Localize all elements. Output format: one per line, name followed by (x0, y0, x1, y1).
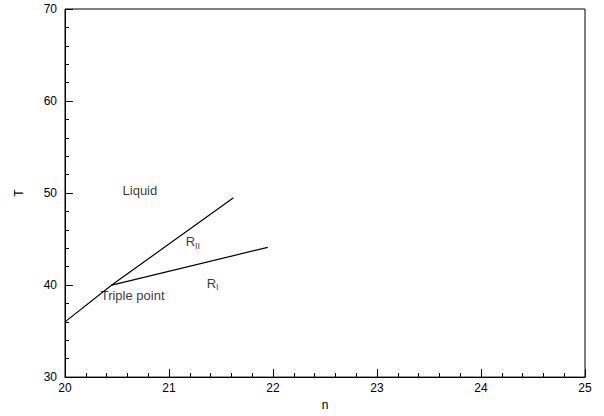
svg-text:60: 60 (44, 94, 58, 108)
svg-text:24: 24 (474, 381, 488, 395)
svg-text:R: R (207, 276, 216, 291)
svg-text:Liquid: Liquid (123, 183, 158, 198)
svg-text:Triple point: Triple point (101, 288, 165, 303)
svg-text:I: I (216, 282, 219, 292)
svg-text:70: 70 (44, 2, 58, 16)
svg-text:n: n (322, 398, 329, 412)
svg-text:25: 25 (578, 381, 592, 395)
svg-text:23: 23 (370, 381, 384, 395)
svg-text:R: R (186, 234, 195, 249)
svg-text:20: 20 (58, 381, 72, 395)
svg-text:II: II (195, 241, 200, 251)
svg-text:40: 40 (44, 278, 58, 292)
svg-text:22: 22 (266, 381, 280, 395)
svg-text:30: 30 (44, 370, 58, 384)
svg-text:50: 50 (44, 186, 58, 200)
svg-text:21: 21 (162, 381, 176, 395)
svg-text:T: T (12, 189, 26, 197)
